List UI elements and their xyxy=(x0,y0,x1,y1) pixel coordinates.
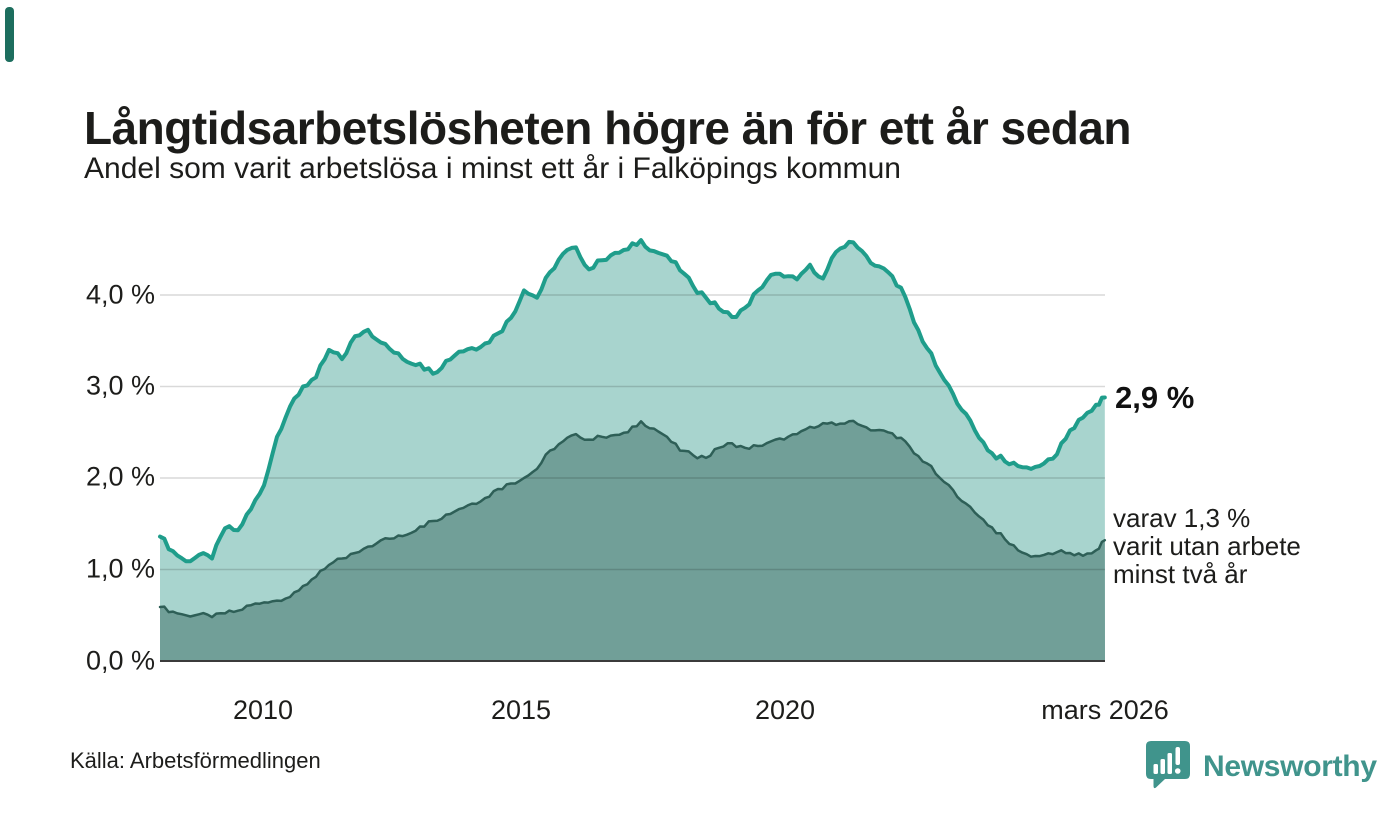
latest-value-label: 2,9 % xyxy=(1115,380,1195,415)
y-axis-tick-label: 3,0 % xyxy=(85,370,155,401)
newsworthy-icon xyxy=(1143,738,1193,795)
x-axis-tick-label: 2020 xyxy=(754,695,816,725)
y-axis-tick-label: 4,0 % xyxy=(85,279,155,310)
chart-subtitle: Andel som varit arbetslösa i minst ett å… xyxy=(84,152,901,185)
secondary-series-note: varav 1,3 % varit utan arbete minst två … xyxy=(1113,504,1301,588)
brand-accent-bar xyxy=(5,7,14,62)
secondary-note-line: varav 1,3 % xyxy=(1113,503,1251,533)
x-axis-tick-label: 2010 xyxy=(232,695,294,725)
source-credit: Källa: Arbetsförmedlingen xyxy=(70,748,321,773)
brand-wordmark: Newsworthy xyxy=(1203,749,1377,783)
secondary-note-line: varit utan arbete xyxy=(1113,531,1301,561)
x-axis-tick-label: 2015 xyxy=(490,695,552,725)
series-line-0 xyxy=(158,238,1107,564)
series-line-1 xyxy=(158,419,1107,619)
y-axis-tick-label: 1,0 % xyxy=(85,553,155,584)
x-axis-tick-label: mars 2026 xyxy=(1041,695,1169,725)
secondary-note-line: minst två år xyxy=(1113,559,1248,589)
series-fill-1 xyxy=(160,420,1105,661)
brand-logo: Newsworthy xyxy=(1143,738,1377,795)
y-axis-tick-label: 0,0 % xyxy=(85,645,155,676)
page-title: Långtidsarbetslösheten högre än för ett … xyxy=(84,101,1131,154)
y-axis-tick-label: 2,0 % xyxy=(85,461,155,492)
